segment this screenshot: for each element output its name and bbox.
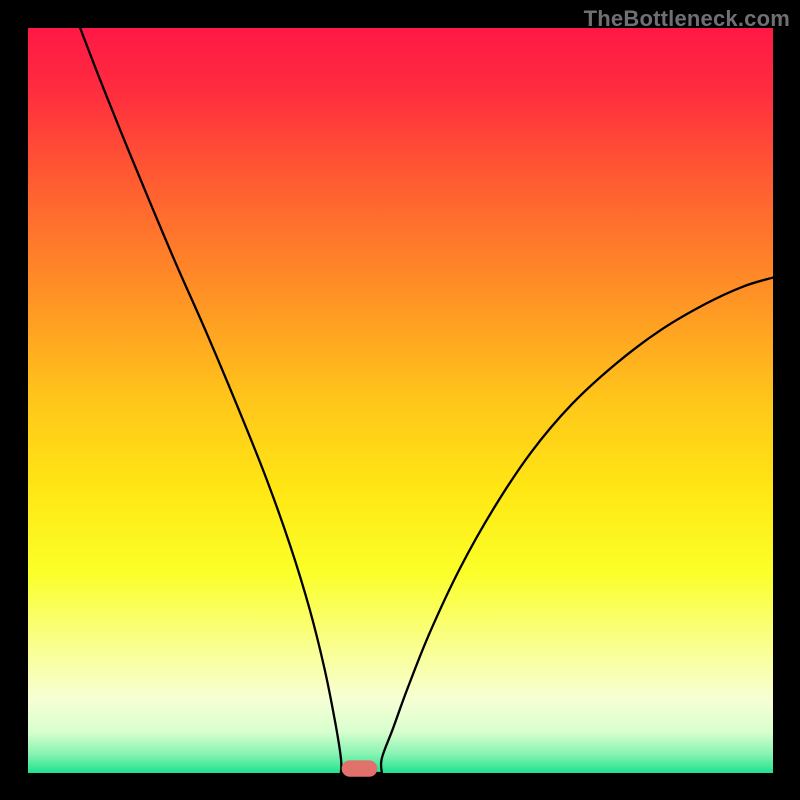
chart-container: TheBottleneck.com — [0, 0, 800, 800]
watermark-text: TheBottleneck.com — [584, 6, 790, 32]
plot-background — [28, 28, 773, 773]
optimum-marker — [342, 760, 378, 776]
bottleneck-chart — [0, 0, 800, 800]
